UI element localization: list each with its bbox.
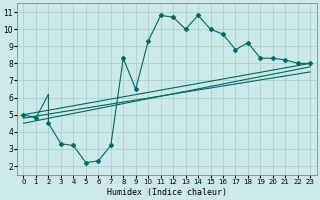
X-axis label: Humidex (Indice chaleur): Humidex (Indice chaleur) xyxy=(107,188,227,197)
